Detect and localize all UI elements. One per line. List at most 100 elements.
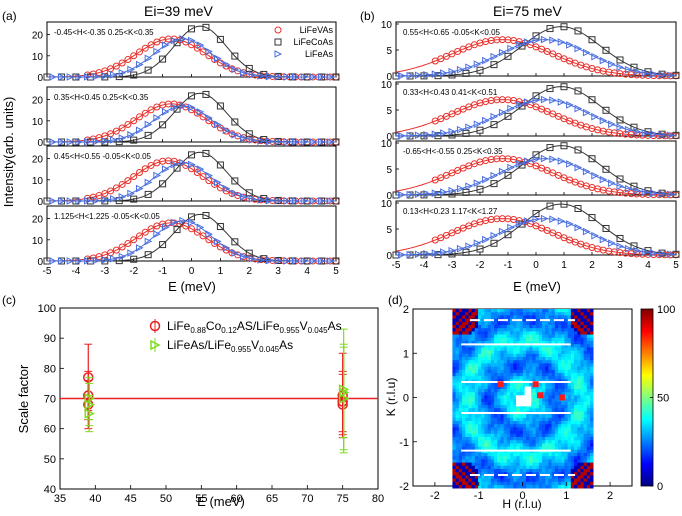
heatmap-cell xyxy=(500,334,504,339)
heatmap-cell xyxy=(471,446,476,451)
y-tick-label: 60 xyxy=(44,424,56,436)
point-LiFeAs xyxy=(292,138,300,146)
point-LiFeAs xyxy=(448,67,457,76)
heatmap-cell xyxy=(590,392,594,396)
heatmap-cell xyxy=(478,485,482,489)
heatmap-cell xyxy=(586,459,591,463)
heatmap-cell xyxy=(561,321,565,326)
formula-part: V xyxy=(251,338,259,352)
heatmap-cell xyxy=(583,369,588,374)
panel-label-c: (c) xyxy=(2,293,16,307)
heatmap-cell xyxy=(586,408,591,412)
heatmap-cell xyxy=(564,325,568,329)
heatmap-cell xyxy=(538,443,543,447)
heatmap-cell xyxy=(484,446,488,451)
heatmap-cell xyxy=(478,325,482,329)
heatmap-cell xyxy=(529,453,533,457)
heatmap-cell xyxy=(452,478,456,483)
heatmap-cell xyxy=(487,331,492,335)
heatmap-cell xyxy=(452,465,456,470)
heatmap-cell xyxy=(567,453,572,457)
point-LiFeAs xyxy=(406,190,415,199)
heatmap-cell xyxy=(494,369,498,374)
heatmap-cell xyxy=(474,433,479,438)
heatmap-cell xyxy=(526,446,530,451)
hot-spot xyxy=(537,392,544,399)
heatmap-cell xyxy=(471,312,476,316)
y-tick-label: 10 xyxy=(381,139,393,150)
heatmap-cell xyxy=(586,411,591,415)
point-LiFeCoAs xyxy=(231,52,239,60)
heatmap-cell xyxy=(558,312,562,316)
heatmap-cell xyxy=(510,309,514,313)
heatmap-cell xyxy=(484,469,488,473)
point-LiFeAs xyxy=(582,108,591,117)
heatmap-cell xyxy=(510,481,514,486)
heatmap-cell xyxy=(452,398,456,403)
heatmap-cell xyxy=(554,417,559,422)
heatmap-cell xyxy=(471,309,476,313)
heatmap-cell xyxy=(455,424,460,428)
heatmap-cell xyxy=(532,395,536,399)
point-LiFeAs xyxy=(582,167,591,176)
point-LiFeCoAs xyxy=(144,251,152,259)
y-tick-label: 0 xyxy=(37,197,43,208)
heatmap-cell xyxy=(519,417,524,422)
heatmap-cell xyxy=(522,328,527,332)
heatmap-cell xyxy=(574,414,578,419)
heatmap-cell xyxy=(590,350,594,355)
heatmap-cell xyxy=(529,446,533,451)
heatmap-cell xyxy=(458,341,463,345)
heatmap-cell xyxy=(542,385,546,390)
heatmap-cell xyxy=(535,430,540,435)
heatmap-cell xyxy=(455,366,460,371)
heatmap-cell xyxy=(471,453,476,457)
heatmap-cell xyxy=(583,459,588,463)
heatmap-cell xyxy=(510,369,514,374)
heatmap-cell xyxy=(503,405,508,409)
heatmap-cell xyxy=(478,481,482,486)
heatmap-cell xyxy=(487,433,492,438)
colorbar-tick-label: 50 xyxy=(657,393,669,405)
heatmap-cell xyxy=(458,328,463,332)
heatmap-cell xyxy=(580,475,584,479)
heatmap-cell xyxy=(545,385,549,390)
heatmap-cell xyxy=(580,337,584,342)
point-LiFeAs xyxy=(240,192,248,201)
heatmap-cell xyxy=(535,465,540,470)
heatmap-cell xyxy=(529,433,533,438)
heatmap-cell xyxy=(522,360,527,364)
point-LiFeAs xyxy=(248,195,257,203)
heatmap-cell xyxy=(510,328,514,332)
point-LiFeAs xyxy=(101,137,109,145)
heatmap-cell xyxy=(548,475,552,479)
heatmap-cell xyxy=(516,421,520,425)
heatmap-cell xyxy=(564,392,568,396)
heatmap-cell xyxy=(545,427,549,431)
x-tick-label: -2 xyxy=(129,266,138,277)
heatmap-cell xyxy=(580,331,584,335)
heatmap-cell xyxy=(490,440,495,444)
heatmap-cell xyxy=(580,344,584,348)
heatmap-cell xyxy=(570,334,575,339)
heatmap-cell xyxy=(551,376,556,380)
heatmap-cell xyxy=(583,373,588,377)
heatmap-cell xyxy=(465,485,469,489)
point-LiFeAs xyxy=(406,250,415,259)
heatmap-cell xyxy=(484,312,488,316)
heatmap-cell xyxy=(462,401,466,406)
heatmap-cell xyxy=(570,417,575,422)
heatmap-cell xyxy=(478,469,482,473)
heatmap-cell xyxy=(481,363,485,367)
heatmap-cell xyxy=(558,417,562,422)
point-LiFeAs xyxy=(666,71,675,80)
heatmap-cell xyxy=(561,350,565,355)
heatmap-cell xyxy=(535,481,540,486)
heatmap-cell xyxy=(561,360,565,364)
heatmap-cell xyxy=(452,360,456,364)
heatmap-cell xyxy=(574,331,578,335)
heatmap-cell xyxy=(542,395,546,399)
heatmap-cell xyxy=(490,347,495,351)
point-LiFeVAs xyxy=(538,224,546,232)
heatmap-cell xyxy=(516,366,520,371)
